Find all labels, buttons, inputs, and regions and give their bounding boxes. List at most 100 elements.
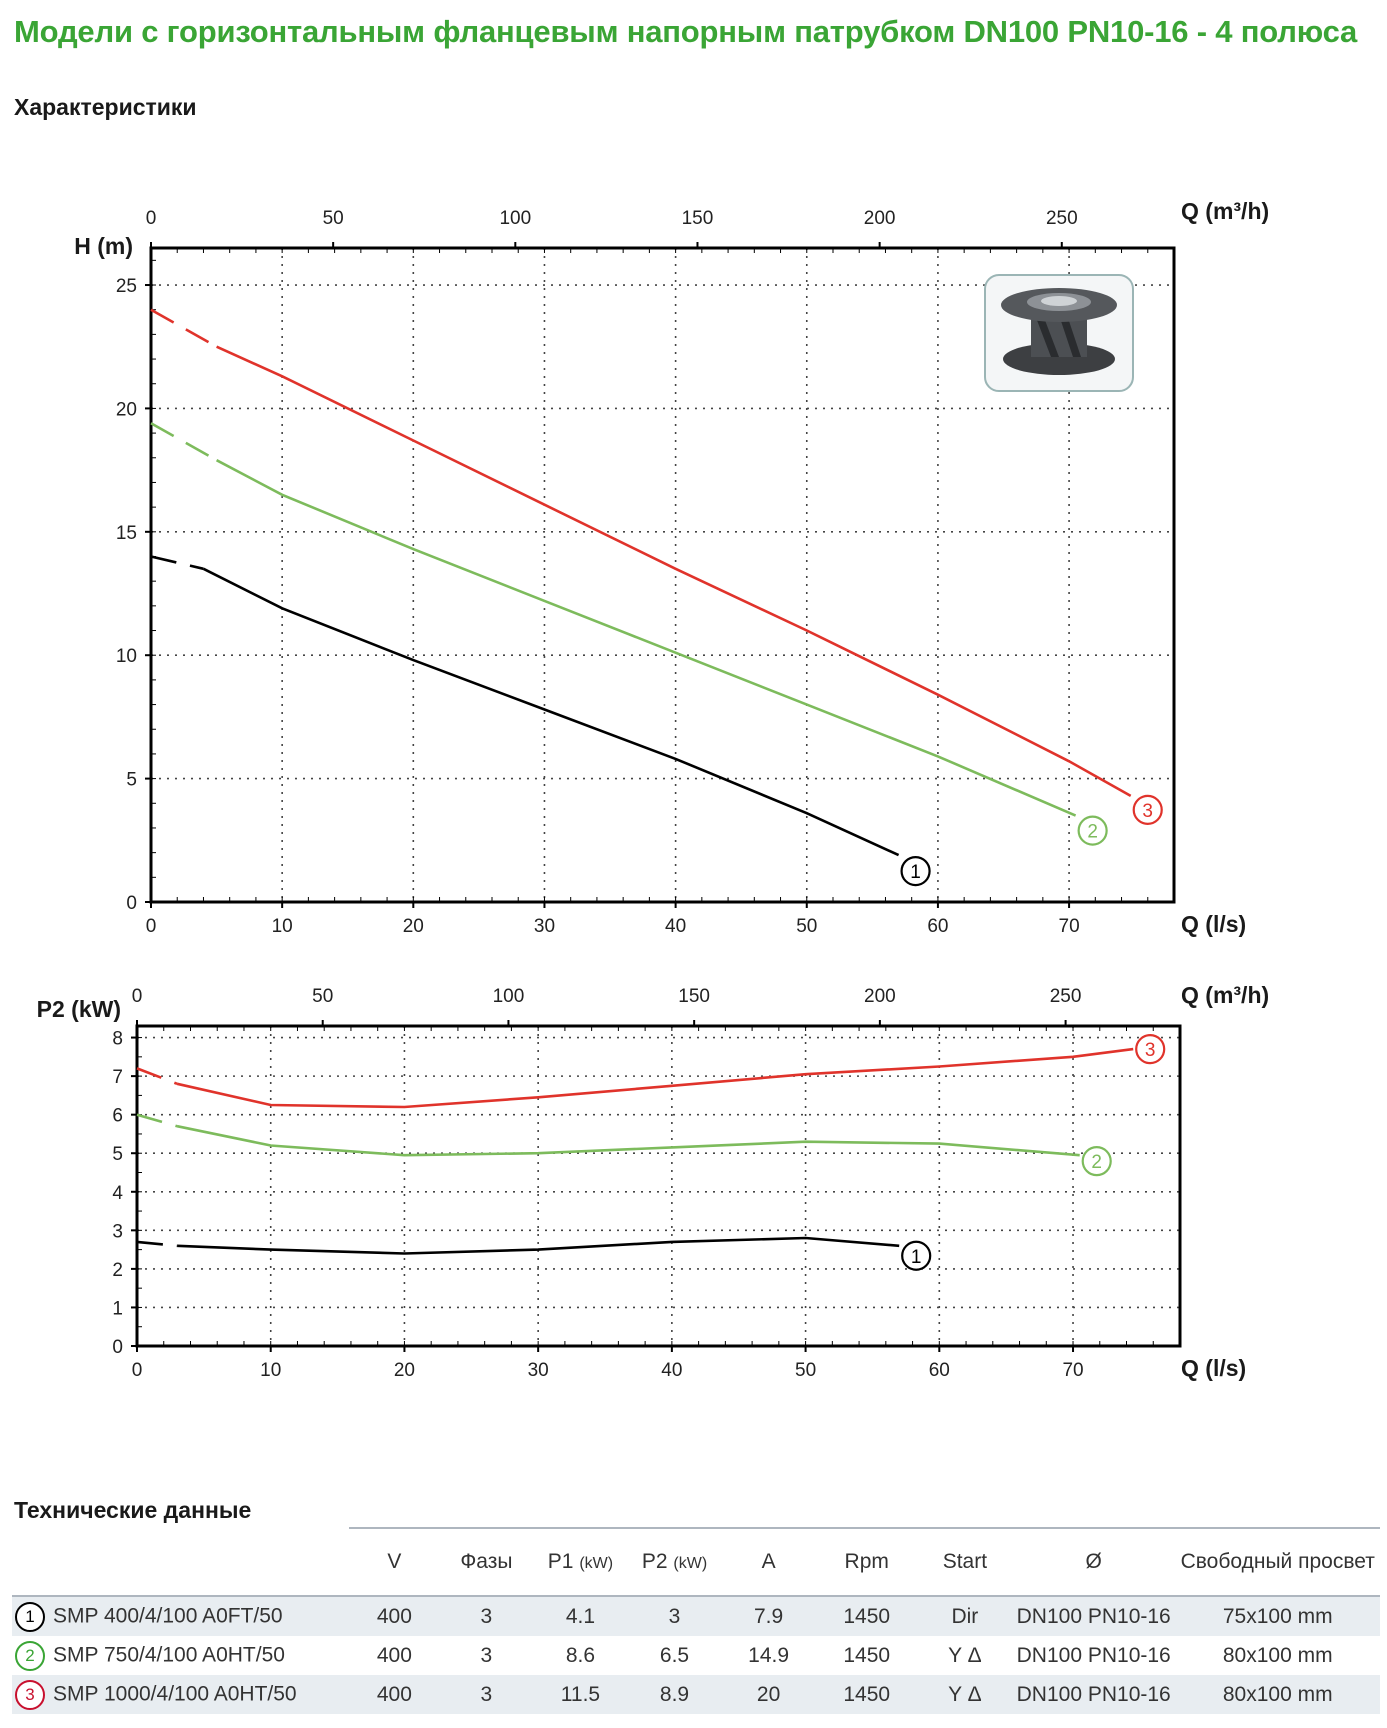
power-flow-chart: 0 10 20 30 40 50 60 70 0 50 100 150 200 250 0 1 2 3 4 5 6 7 8 P… xyxy=(37,982,1270,1381)
y-tick-label: 25 xyxy=(116,276,137,297)
voltage-cell: 400 xyxy=(376,1643,412,1667)
model-cell: 3 SMP 1000/4/100 A0HT/50 xyxy=(12,1675,350,1714)
free-passage-cell: 80x100 mm xyxy=(1175,1675,1380,1714)
curve-2-dashed xyxy=(150,422,218,462)
header-p1: P1 (kW) xyxy=(533,1527,628,1597)
phases-cell: 3 xyxy=(480,1643,493,1667)
table-row: 1 SMP 400/4/100 A0FT/50 400 3 4.1 3 7.9 1… xyxy=(12,1596,1380,1636)
x-tick-label: 0 xyxy=(146,916,157,937)
curve-1-label: 1 xyxy=(911,1247,922,1268)
p2-cell: 6.5 xyxy=(659,1643,690,1667)
y-tick-label: 20 xyxy=(116,399,137,420)
voltage-cell: 400 xyxy=(349,1596,440,1636)
p2-cell: 8.9 xyxy=(627,1675,722,1714)
y-axis-label: H (m) xyxy=(74,233,133,259)
y-tick-label: 10 xyxy=(116,646,137,667)
y-tick-label: 5 xyxy=(112,1144,123,1165)
curve-3-dashed xyxy=(136,1067,178,1086)
plot-frame xyxy=(149,246,1176,904)
pump-impeller-image xyxy=(984,274,1134,392)
curve-3 xyxy=(216,345,1132,798)
header-rpm: Rpm xyxy=(815,1527,918,1597)
table-row: 2 SMP 750/4/100 A0HT/50 400 3 8.6 6.5 14.… xyxy=(12,1636,1380,1675)
head-flow-chart: 0 10 20 30 40 50 60 70 0 50 100 150 200 250 0 5 10 15 20 25… xyxy=(74,198,1269,937)
model-cell: 1 SMP 400/4/100 A0FT/50 xyxy=(12,1596,350,1636)
curve-1-dashed xyxy=(136,1240,178,1248)
curve-badge: 2 xyxy=(15,1640,45,1671)
diameter-cell: DN100 PN10-16 xyxy=(1016,1643,1171,1667)
curve-2 xyxy=(215,459,1077,817)
curve-2-label: 2 xyxy=(1091,1152,1102,1173)
x-axis-label: Q (l/s) xyxy=(1181,911,1246,937)
curve-1-dashed xyxy=(150,555,204,571)
curve-3-label: 3 xyxy=(1142,801,1153,822)
curve-1 xyxy=(177,1236,900,1255)
model-name: SMP 400/4/100 A0FT/50 xyxy=(53,1604,283,1628)
y-tick-label: 0 xyxy=(126,893,137,914)
x2-tick-label: 50 xyxy=(312,986,333,1007)
y-tick-label: 0 xyxy=(112,1337,123,1358)
voltage-cell: 400 xyxy=(349,1675,440,1714)
table-row: 3 SMP 1000/4/100 A0HT/50 400 3 11.5 8.9 2… xyxy=(12,1675,1380,1714)
section-heading-tech-data: Технические данные xyxy=(14,1497,252,1523)
curve-3-label: 3 xyxy=(1145,1040,1156,1061)
header-voltage: V xyxy=(349,1527,440,1597)
table-header-row: V Фазы P1 (kW) P2 (kW) A Rpm Start Ø Сво… xyxy=(12,1527,1380,1597)
header-free-passage: Свободный просвет xyxy=(1175,1527,1380,1597)
x2-tick-label: 200 xyxy=(864,208,896,229)
free-passage-cell: 80x100 mm xyxy=(1222,1643,1333,1667)
x-tick-label: 30 xyxy=(528,1360,549,1381)
rpm-cell: 1450 xyxy=(843,1643,891,1667)
x-tick-label: 70 xyxy=(1059,916,1080,937)
curve-2 xyxy=(176,1124,1080,1157)
page-title: Модели с горизонтальным фланцевым напорн… xyxy=(14,14,1358,49)
diameter-cell: DN100 PN10-16 xyxy=(1011,1596,1176,1636)
p1-cell: 4.1 xyxy=(533,1596,628,1636)
header-current: A xyxy=(721,1527,816,1597)
curve-2-marker xyxy=(1081,1146,1112,1177)
x2-tick-label: 250 xyxy=(1046,208,1078,229)
y-tick-label: 5 xyxy=(126,770,137,791)
tech-data-table: V Фазы P1 (kW) P2 (kW) A Rpm Start Ø Сво… xyxy=(12,1527,1380,1714)
x-tick-label: 10 xyxy=(260,1360,281,1381)
x-tick-label: 30 xyxy=(534,916,555,937)
y-tick-label: 1 xyxy=(112,1298,123,1319)
curve-2-dashed xyxy=(136,1113,178,1128)
current-cell: 7.9 xyxy=(721,1596,816,1636)
x-tick-label: 10 xyxy=(272,916,293,937)
y-tick-label: 3 xyxy=(112,1221,123,1242)
section-heading-characteristics: Характеристики xyxy=(14,94,197,120)
free-passage-cell: 75x100 mm xyxy=(1175,1596,1380,1636)
x-tick-label: 0 xyxy=(132,1360,143,1381)
y-tick-label: 2 xyxy=(112,1260,123,1281)
curve-badge: 1 xyxy=(15,1601,45,1632)
curve-1-label: 1 xyxy=(910,862,921,883)
x-tick-label: 40 xyxy=(665,916,686,937)
x-tick-label: 70 xyxy=(1062,1360,1083,1381)
x2-tick-label: 100 xyxy=(493,986,525,1007)
curve-1 xyxy=(202,567,900,857)
x-tick-label: 60 xyxy=(929,1360,950,1381)
p1-cell: 11.5 xyxy=(533,1675,628,1714)
curve-badge: 3 xyxy=(15,1679,45,1710)
p1-cell: 8.6 xyxy=(565,1643,596,1667)
header-p2: P2 (kW) xyxy=(627,1527,722,1597)
start-cell: Y Δ xyxy=(948,1643,982,1667)
curve-2-label: 2 xyxy=(1087,822,1098,843)
y-tick-label: 7 xyxy=(112,1067,123,1088)
phases-cell: 3 xyxy=(439,1675,534,1714)
y-axis-label: P2 (kW) xyxy=(37,996,121,1022)
curve-3-marker xyxy=(1132,794,1163,825)
x2-tick-label: 100 xyxy=(499,208,531,229)
diameter-cell: DN100 PN10-16 xyxy=(1011,1675,1176,1714)
x-tick-label: 20 xyxy=(403,916,424,937)
x2-tick-label: 50 xyxy=(323,208,344,229)
model-name: SMP 750/4/100 A0HT/50 xyxy=(53,1643,285,1667)
x2-axis-label: Q (m³/h) xyxy=(1181,982,1269,1008)
start-cell: Dir xyxy=(917,1596,1012,1636)
header-model xyxy=(12,1528,350,1597)
rpm-cell: 1450 xyxy=(815,1675,918,1714)
x-tick-label: 60 xyxy=(927,916,948,937)
start-cell: Y Δ xyxy=(917,1675,1012,1714)
plot-frame xyxy=(135,1024,1182,1348)
